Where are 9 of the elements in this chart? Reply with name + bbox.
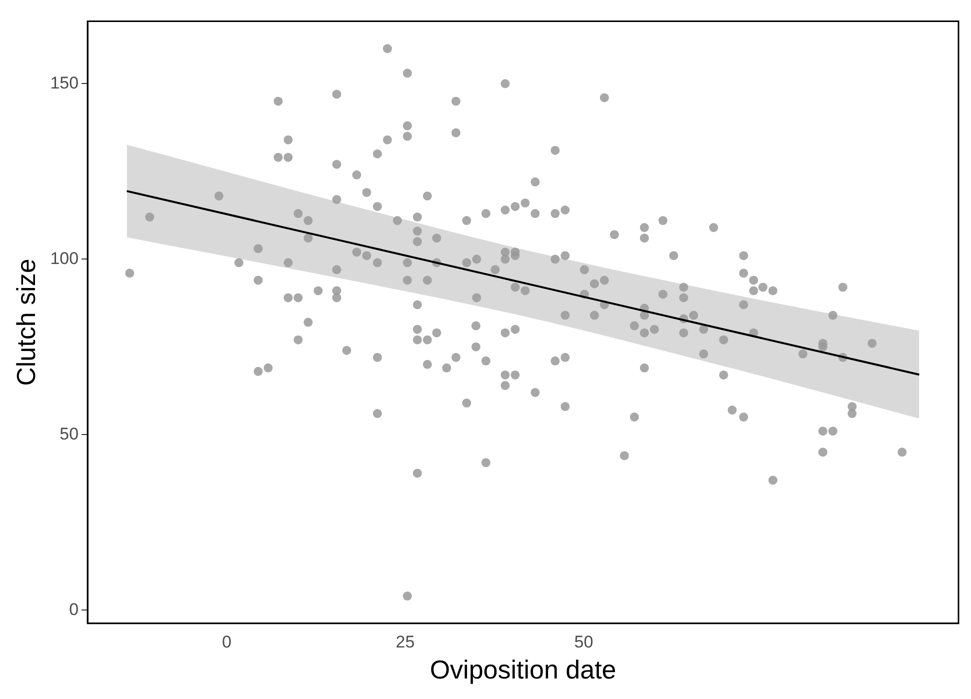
x-axis-title: Oviposition date	[430, 654, 616, 685]
x-tick-label: 50	[574, 632, 594, 652]
x-tick-label: 25	[396, 632, 415, 652]
y-tick-label: 50	[60, 424, 79, 444]
y-tick-label: 150	[50, 73, 79, 92]
y-axis-title: Clutch size	[10, 258, 41, 386]
y-tick-label: 0	[69, 600, 79, 619]
y-tick-label: 100	[50, 248, 79, 268]
x-tick-label: 0	[222, 632, 232, 652]
